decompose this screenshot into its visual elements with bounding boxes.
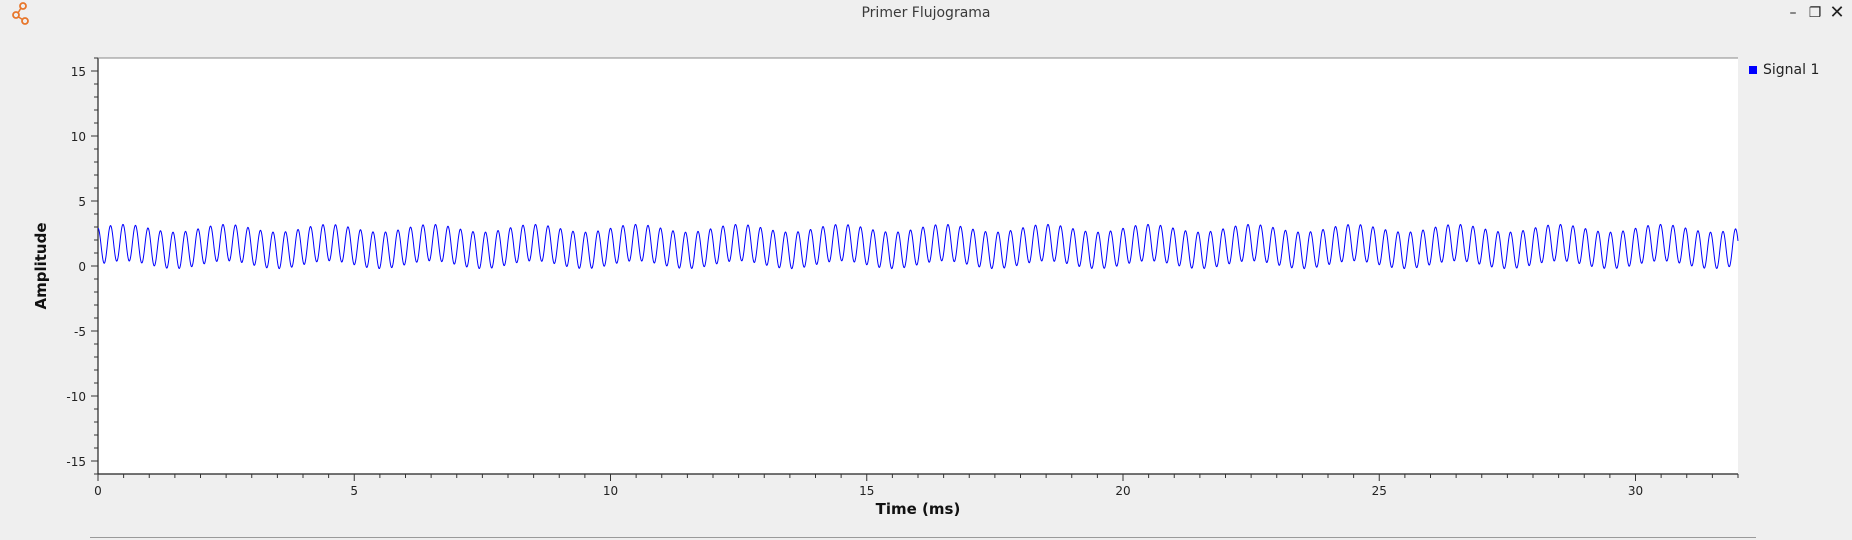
y-tick-label: 10 [71, 130, 86, 144]
y-axis-label: Amplitude [32, 222, 50, 309]
y-tick-label: 0 [78, 260, 86, 274]
y-tick-label: 5 [78, 195, 86, 209]
x-tick-label: 25 [1372, 484, 1387, 498]
legend-swatch [1749, 66, 1757, 74]
x-axis-label: Time (ms) [876, 500, 961, 518]
legend-label: Signal 1 [1763, 62, 1820, 78]
x-tick-label: 0 [94, 484, 102, 498]
plot-panel[interactable]: 15 10 5 0 -5 -10 -15 0 5 10 15 20 25 30 Time (ms) Ampli… [0, 30, 1852, 540]
y-tick-label: -15 [66, 455, 86, 469]
minimize-icon[interactable]: – [1789, 5, 1797, 21]
x-tick-label: 30 [1628, 484, 1643, 498]
time-plot[interactable]: 15 10 5 0 -5 -10 -15 0 5 10 15 20 25 30 Time (ms) Ampli… [0, 30, 1852, 540]
window-title: Primer Flujograma [861, 5, 991, 21]
plot-canvas [98, 58, 1738, 474]
x-tick-label: 20 [1115, 484, 1130, 498]
legend[interactable]: Signal 1 [1749, 62, 1819, 78]
restore-icon[interactable]: ❐ [1808, 5, 1822, 21]
x-tick-label: 10 [603, 484, 618, 498]
x-tick-label: 15 [859, 484, 874, 498]
close-icon[interactable]: ✕ [1829, 2, 1845, 23]
y-tick-label: 15 [71, 65, 86, 79]
x-tick-label: 5 [350, 484, 358, 498]
y-tick-label: -10 [66, 390, 86, 404]
title-bar: Primer Flujograma – ❐ ✕ [0, 0, 1852, 28]
signal-1-line [97, 223, 1739, 270]
divider [90, 537, 1756, 538]
app-icon [12, 2, 29, 25]
y-tick-label: -5 [74, 325, 86, 339]
